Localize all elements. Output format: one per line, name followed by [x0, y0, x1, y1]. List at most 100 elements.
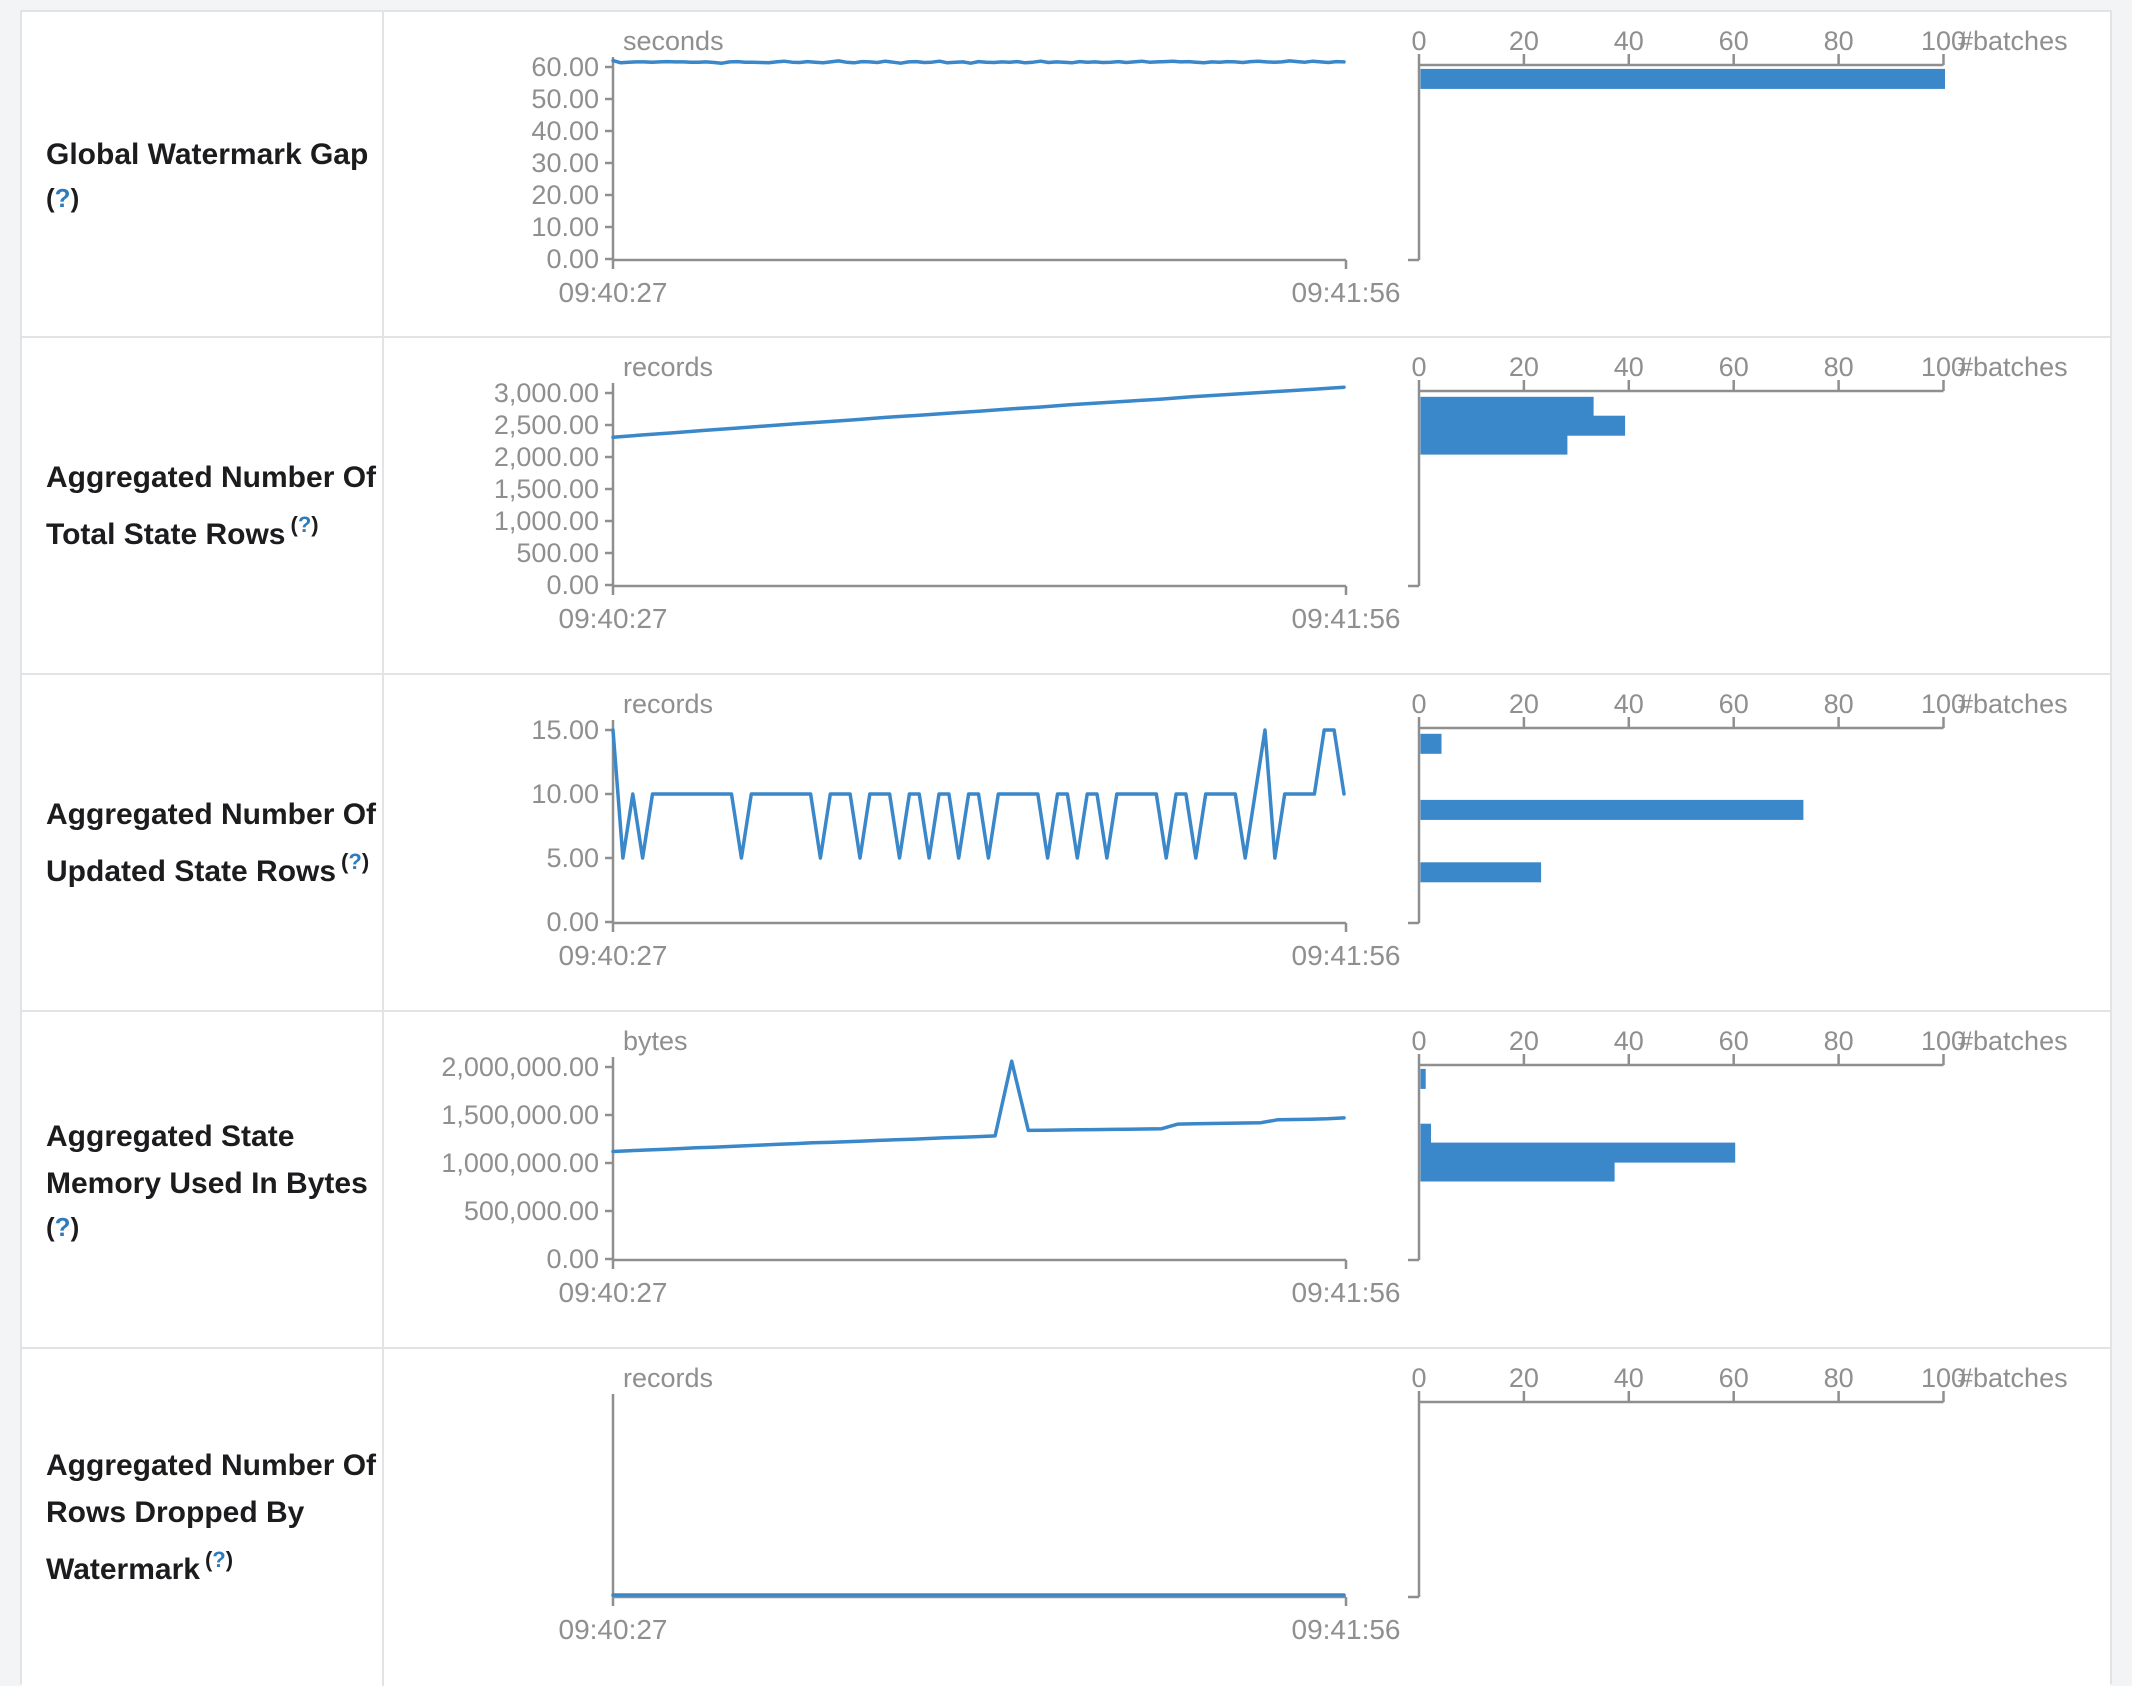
histogram-bar	[1420, 1161, 1615, 1182]
metric-label-cell: Global Watermark Gap (?)	[22, 12, 384, 336]
histogram-bar	[1420, 434, 1568, 455]
metric-label: Total State Rows (?)	[46, 511, 319, 551]
histogram-tick-label: 60	[1719, 1026, 1749, 1056]
histogram-tick-label: 0	[1411, 689, 1426, 719]
y-axis-unit-label: bytes	[623, 1026, 688, 1056]
metric-label: Global Watermark Gap	[46, 137, 369, 171]
batches-histogram-chart: 0 20 40 60 80 100#batches	[1408, 1026, 2068, 1262]
timeline-line-chart: records 3,000.002,500.002,000.001,500.001…	[494, 352, 1401, 634]
histogram-tick-label: 100	[1921, 26, 1966, 56]
y-axis-tick-label: 0.00	[546, 570, 599, 600]
timeline-line-chart: bytes 2,000,000.00 1,500,000.00 1,000,000.0…	[441, 1026, 1400, 1308]
histogram-tick-label: 20	[1509, 1363, 1539, 1393]
histogram-tick-label: 80	[1824, 689, 1854, 719]
y-axis-tick-label: 5.00	[546, 843, 599, 873]
y-axis-tick-label: 50.00	[531, 84, 599, 114]
timeline-line-chart: seconds 60.0050.0040.0030.0020.0010.000.0…	[531, 26, 1400, 308]
histogram-tick-label: 0	[1411, 26, 1426, 56]
y-axis-tick-label: 30.00	[531, 148, 599, 178]
histogram-tick-label: 100	[1921, 352, 1966, 382]
histogram-tick-label: 20	[1509, 352, 1539, 382]
y-axis-tick-label: 1,500.00	[494, 474, 599, 504]
metric-series-line	[611, 385, 1346, 439]
histogram-unit-label: #batches	[1958, 26, 2068, 56]
metric-row-aggregated-state-memory-used: Aggregated State Memory Used In Bytes (?) b…	[22, 1012, 2110, 1349]
histogram-tick-label: 40	[1614, 1026, 1644, 1056]
histogram-bar	[1420, 68, 1945, 89]
metric-label: Memory Used In Bytes	[46, 1166, 368, 1200]
y-axis-tick-label: 15.00	[531, 715, 599, 745]
y-axis-tick-label: 40.00	[531, 116, 599, 146]
histogram-tick-label: 40	[1614, 1363, 1644, 1393]
help-tooltip-link[interactable]: (?)	[290, 511, 319, 537]
y-axis-tick-label: 1,000.00	[494, 506, 599, 536]
batches-histogram-chart: 0 20 40 60 80 100#batches	[1408, 1363, 2068, 1599]
y-axis-tick-label: 2,500.00	[494, 410, 599, 440]
y-axis-unit-label: seconds	[623, 26, 724, 56]
histogram-tick-label: 100	[1921, 1363, 1966, 1393]
histogram-bar	[1420, 1068, 1426, 1089]
x-axis-start-time: 09:40:27	[559, 940, 668, 971]
x-axis-start-time: 09:40:27	[559, 603, 668, 634]
y-axis-tick-label: 20.00	[531, 180, 599, 210]
metric-label: Aggregated Number Of	[46, 1449, 377, 1482]
histogram-unit-label: #batches	[1958, 1026, 2068, 1056]
x-axis-start-time: 09:40:27	[559, 1277, 668, 1308]
histogram-bar	[1420, 799, 1804, 820]
histogram-tick-label: 60	[1719, 689, 1749, 719]
y-axis-tick-label: 0.00	[546, 907, 599, 937]
histogram-tick-label: 0	[1411, 1026, 1426, 1056]
metric-row-aggregated-total-state-rows: Aggregated Number Of Total State Rows (?) r…	[22, 338, 2110, 675]
histogram-tick-label: 0	[1411, 1363, 1426, 1393]
batches-histogram-chart: 0 20 40 60 80 100#batches	[1408, 352, 2068, 588]
help-tooltip-link[interactable]: (?)	[46, 1211, 80, 1242]
metric-label: Rows Dropped By	[46, 1496, 305, 1529]
metric-label-cell: Aggregated Number Of Updated State Rows (?…	[22, 675, 384, 1010]
x-axis-start-time: 09:40:27	[559, 1614, 668, 1645]
metric-label: Aggregated Number Of	[46, 460, 377, 494]
y-axis-tick-label: 0.00	[546, 244, 599, 274]
row-charts-aggregated-state-memory-used: bytes 2,000,000.00 1,500,000.00 1,000,000.0…	[441, 1026, 2068, 1308]
y-axis-tick-label: 10.00	[531, 212, 599, 242]
histogram-tick-label: 20	[1509, 1026, 1539, 1056]
y-axis-tick-label: 1,000,000.00	[441, 1148, 599, 1178]
metric-series-line	[611, 1059, 1346, 1154]
help-tooltip-link[interactable]: (?)	[341, 848, 370, 874]
y-axis-tick-label: 500,000.00	[464, 1196, 599, 1226]
x-axis-start-time: 09:40:27	[559, 277, 668, 308]
y-axis-tick-label: 1,500,000.00	[441, 1100, 599, 1130]
y-axis-tick-label: 2,000.00	[494, 442, 599, 472]
metric-row-aggregated-updated-state-rows: Aggregated Number Of Updated State Rows (?…	[22, 675, 2110, 1012]
histogram-tick-label: 100	[1921, 689, 1966, 719]
metric-row-aggregated-rows-dropped-by-watermark: Aggregated Number Of Rows Dropped By Water…	[22, 1349, 2110, 1686]
metric-label-cell: Aggregated State Memory Used In Bytes (?)	[22, 1012, 384, 1347]
y-axis-unit-label: records	[623, 352, 713, 382]
histogram-tick-label: 80	[1824, 1363, 1854, 1393]
histogram-bar	[1420, 396, 1594, 417]
streaming-statistics-table: Global Watermark Gap (?) seconds 60.00 50.00…	[20, 10, 2112, 1686]
row-charts-aggregated-total-state-rows: records3,000.002,500.002,000.001,500.001…	[494, 352, 2068, 634]
row-charts-aggregated-rows-dropped-by-watermark: records 09:40:27 09:41:56 0 20 40 60 80 100#batc…	[559, 1363, 2068, 1645]
histogram-unit-label: #batches	[1958, 352, 2068, 382]
histogram-tick-label: 40	[1614, 352, 1644, 382]
help-tooltip-link[interactable]: (?)	[46, 182, 80, 213]
histogram-bar	[1420, 733, 1442, 754]
histogram-tick-label: 0	[1411, 352, 1426, 382]
histogram-tick-label: 100	[1921, 1026, 1966, 1056]
y-axis-tick-label: 10.00	[531, 779, 599, 809]
metric-label-cell: Aggregated Number Of Rows Dropped By Water…	[22, 1349, 384, 1686]
y-axis-tick-label: 2,000,000.00	[441, 1052, 599, 1082]
x-axis-end-time: 09:41:56	[1292, 603, 1401, 634]
metric-label: Aggregated State	[46, 1119, 295, 1153]
metric-label: Aggregated Number Of	[46, 797, 377, 831]
timeline-line-chart: records 09:40:27 09:41:56	[559, 1363, 1401, 1645]
y-axis-unit-label: records	[623, 689, 713, 719]
y-axis-tick-label: 60.00	[531, 52, 599, 82]
histogram-tick-label: 60	[1719, 26, 1749, 56]
help-tooltip-link[interactable]: (?)	[204, 1547, 234, 1572]
metric-label: Watermark (?)	[46, 1547, 234, 1586]
histogram-bar	[1420, 415, 1626, 436]
batches-histogram-chart: 0 20 40 60 80 100#batches	[1408, 689, 2068, 925]
